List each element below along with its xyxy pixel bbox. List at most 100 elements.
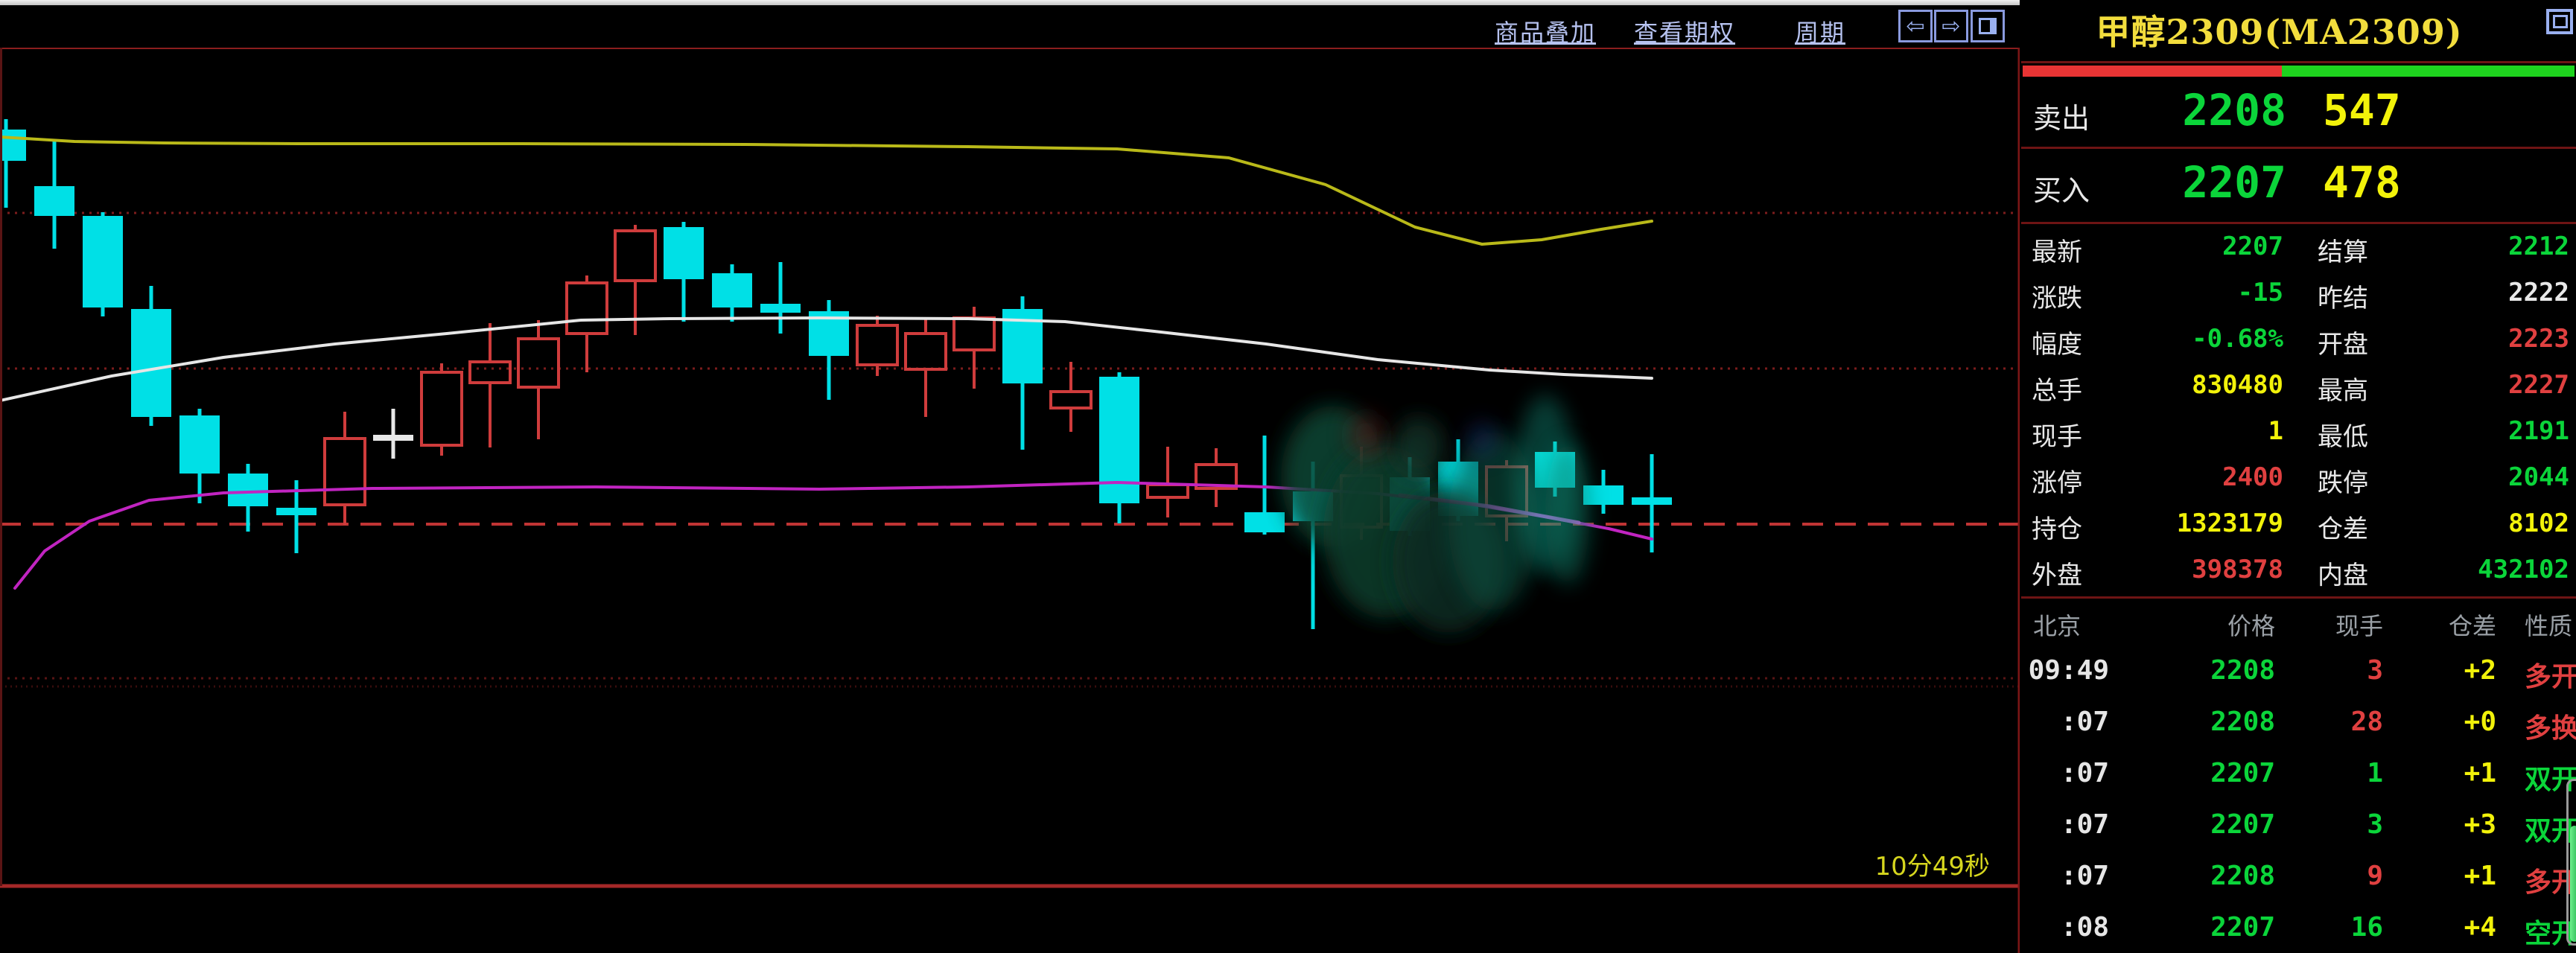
field-value: 2227 <box>2508 370 2569 400</box>
candle-up <box>1146 483 1189 499</box>
field-label: 跌停 <box>2318 468 2368 498</box>
quote-panel: 甲醇2309(MA2309) 卖出 2208 547 买入 2207 478 最… <box>2021 0 2576 953</box>
candle-doji <box>276 508 317 515</box>
field-label: 涨跌 <box>2032 284 2082 313</box>
arrow-right-icon[interactable]: ⇨ <box>1934 10 1968 42</box>
tick-row: :07 2208 9 +1 多开 <box>2021 852 2576 903</box>
field-label: 涨停 <box>2032 468 2082 498</box>
menu-period[interactable]: 周期 <box>1795 19 1846 47</box>
ma-yellow-line <box>0 136 1653 246</box>
ma-white-line <box>0 316 1653 402</box>
chart-menubar: 商品叠加 查看期权 周期 ⇦ ⇨ <box>0 5 2020 48</box>
field-value: 830480 <box>2192 370 2283 400</box>
quote-field-row: 最新 2207 结算 2212 <box>2021 224 2576 270</box>
tick-volume: 1 <box>2367 758 2383 788</box>
field-label: 最新 <box>2032 238 2082 267</box>
field-label: 昨结 <box>2318 284 2368 313</box>
tick-row: :07 2207 1 +1 双开 <box>2021 749 2576 800</box>
session-countdown: 10分49秒 <box>1874 852 1990 882</box>
split-window-glyph <box>1979 18 1997 34</box>
tick-scrollbar[interactable] <box>2566 779 2576 946</box>
quote-field-row: 涨停 2400 跌停 2044 <box>2021 455 2576 501</box>
ratio-green-segment <box>2282 66 2575 77</box>
divider <box>2021 147 2576 149</box>
field-value: 2207 <box>2222 232 2283 261</box>
candle-up <box>420 371 463 447</box>
tick-price: 2208 <box>2210 655 2275 686</box>
quote-field-row: 涨跌 -15 昨结 2222 <box>2021 270 2576 316</box>
tick-nature: 多换 <box>2525 713 2576 744</box>
tick-oi-change: +4 <box>2464 912 2496 943</box>
quote-field-row: 幅度 -0.68% 开盘 2223 <box>2021 316 2576 363</box>
candle-doji <box>373 435 413 441</box>
candle-down <box>228 474 268 506</box>
bid-size: 478 <box>2323 157 2401 208</box>
menu-view-options[interactable]: 查看期权 <box>1634 19 1736 47</box>
bid-label: 买入 <box>2033 174 2090 207</box>
tick-volume: 16 <box>2350 912 2383 943</box>
tick-price: 2207 <box>2210 758 2275 788</box>
field-label: 最低 <box>2318 422 2368 452</box>
watermark-smudge <box>1466 420 1498 459</box>
tick-oi-change: +3 <box>2464 809 2496 840</box>
field-value: 8102 <box>2508 509 2569 538</box>
tick-price: 2207 <box>2210 809 2275 840</box>
field-label: 外盘 <box>2032 561 2082 590</box>
candle-up <box>1195 463 1238 490</box>
field-label: 现手 <box>2032 422 2082 452</box>
candle-down <box>712 273 752 307</box>
candle-down <box>131 309 171 417</box>
field-label: 结算 <box>2318 238 2368 267</box>
field-label: 仓差 <box>2318 514 2368 544</box>
watermark-smudge <box>1393 417 1445 476</box>
contract-title: 甲醇2309(MA2309) <box>2096 12 2463 52</box>
candle-up <box>856 324 899 366</box>
candle-up <box>614 229 657 282</box>
inner-outer-ratio-bar <box>2023 66 2575 77</box>
field-value: 1 <box>2268 416 2283 446</box>
ticker-header-time: 北京 <box>2033 612 2082 640</box>
candle-down <box>0 130 26 161</box>
field-value: 2400 <box>2222 462 2283 492</box>
split-window-icon[interactable] <box>1971 10 2005 42</box>
tick-oi-change: +1 <box>2464 758 2496 788</box>
tick-row: :08 2207 16 +4 空开 <box>2021 903 2576 953</box>
bid-row: 买入 2207 478 <box>2021 150 2576 220</box>
tick-oi-change: +2 <box>2464 655 2496 686</box>
menu-overlay-commodity[interactable]: 商品叠加 <box>1495 19 1597 47</box>
tick-price: 2208 <box>2210 707 2275 737</box>
tick-row: :07 2208 28 +0 多换 <box>2021 698 2576 749</box>
quote-fields: 最新 2207 结算 2212 涨跌 -15 昨结 2222 幅度 -0.68%… <box>2021 224 2576 593</box>
candle-down <box>179 415 220 474</box>
watermark-smudge <box>1545 443 1590 584</box>
bid-price: 2207 <box>2182 157 2286 208</box>
restore-icon[interactable] <box>2546 9 2573 34</box>
quote-field-row: 总手 830480 最高 2227 <box>2021 363 2576 409</box>
tick-time: :07 <box>2060 861 2109 891</box>
ticker-header-oi-change: 仓差 <box>2448 612 2496 640</box>
quote-field-row: 现手 1 最低 2191 <box>2021 409 2576 455</box>
tick-list: 09:49 2208 3 +2 多开 :07 2208 28 +0 多换 :07… <box>2021 646 2576 953</box>
ask-row: 卖出 2208 547 <box>2021 77 2576 147</box>
field-value: 2044 <box>2508 462 2569 492</box>
tick-time: :07 <box>2060 707 2109 737</box>
quote-field-row: 持仓 1323179 仓差 8102 <box>2021 501 2576 547</box>
candle-doji <box>1632 497 1672 505</box>
candle-up <box>323 437 366 506</box>
tick-time: 09:49 <box>2028 655 2109 686</box>
ask-size: 547 <box>2323 85 2401 136</box>
candle-down <box>664 227 704 279</box>
scrollbar-thumb[interactable] <box>2570 826 2576 942</box>
field-label: 持仓 <box>2032 514 2082 544</box>
tick-time: :07 <box>2060 758 2109 788</box>
kline-chart[interactable]: 10分49秒 <box>0 0 2020 953</box>
field-value: 2212 <box>2508 232 2569 261</box>
ask-price: 2208 <box>2182 85 2286 136</box>
field-value: 2223 <box>2508 324 2569 354</box>
field-value: -15 <box>2237 278 2283 307</box>
kline-chart-canvas <box>0 0 2020 953</box>
ticker-header-volume: 现手 <box>2335 612 2383 640</box>
candle-up <box>1049 390 1093 409</box>
arrow-left-icon[interactable]: ⇦ <box>1898 10 1933 42</box>
